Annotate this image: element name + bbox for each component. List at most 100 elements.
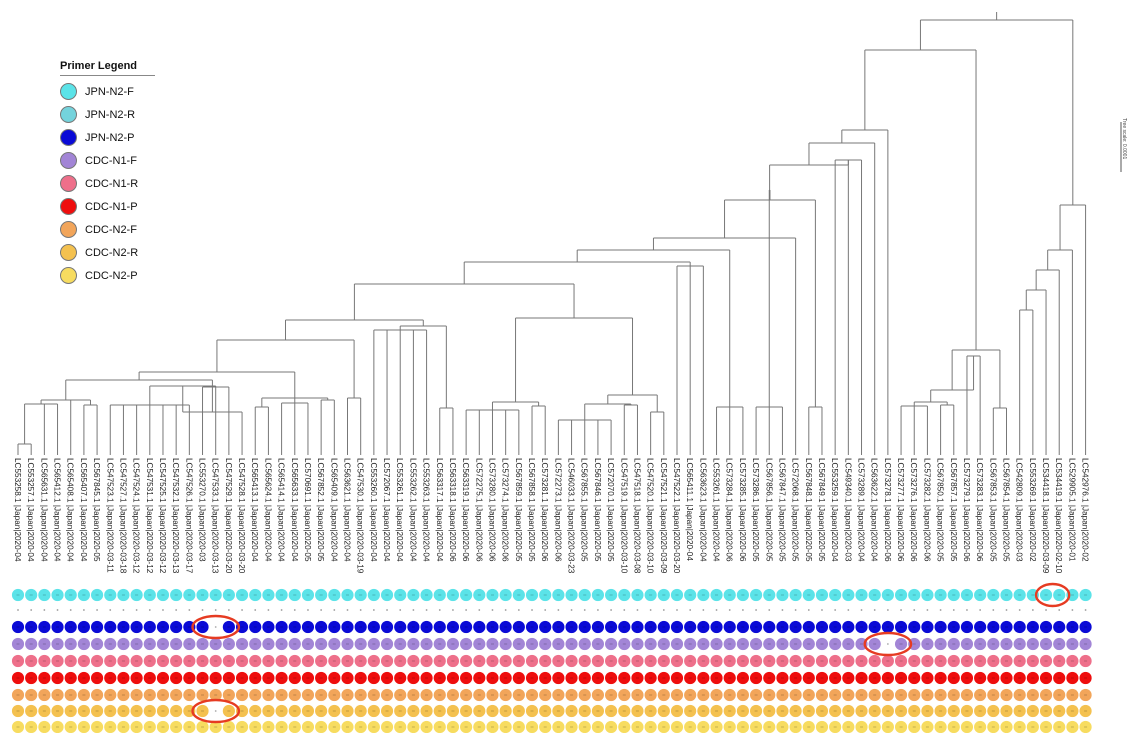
- primer-dot: [433, 671, 447, 685]
- primer-dot: [301, 671, 315, 685]
- primer-dot: [459, 671, 473, 685]
- primer-dot: [143, 620, 157, 634]
- primer-dot: [116, 620, 131, 634]
- leaf-label: LC563622.1 |Japan|2020-04: [870, 458, 879, 562]
- primer-dot: [11, 588, 25, 602]
- primer-dot: [564, 671, 579, 685]
- legend-item: CDC-N2-F: [60, 218, 155, 241]
- primer-dot: [11, 671, 25, 685]
- primer-dot: [1065, 654, 1080, 668]
- primer-dot: [709, 620, 724, 634]
- primer-dot: [551, 704, 566, 718]
- primer-dot: [419, 671, 434, 685]
- legend-swatch: [60, 152, 77, 169]
- leaf-label: LC547528.1 |Japan|2020-03-20: [237, 458, 246, 574]
- primer-dot: [129, 671, 144, 685]
- primer-dot: [143, 671, 157, 685]
- primer-dot: [288, 654, 302, 668]
- primer-dot: [182, 671, 197, 685]
- primer-dot: [867, 688, 882, 702]
- primer-dot: [498, 588, 513, 602]
- primer-dot: [749, 671, 763, 685]
- primer-dot: [24, 588, 38, 602]
- leaf-label: LC573282.1 |Japan|2020-06: [922, 458, 931, 562]
- primer-dot: [195, 620, 210, 634]
- primer-dot: [77, 654, 91, 668]
- primer-dot: [1012, 704, 1027, 718]
- primer-dot: [670, 688, 684, 702]
- leaf-label: LC565411.1 |Japan|2020-04: [685, 458, 694, 561]
- primer-dot: [116, 688, 131, 702]
- primer-dot: [64, 704, 78, 718]
- primer-gap-dot: [69, 609, 72, 611]
- primer-dot: [182, 588, 197, 602]
- legend-item: CDC-N1-F: [60, 149, 155, 172]
- primer-dot: [1012, 671, 1027, 685]
- primer-dot: [103, 654, 117, 668]
- primer-dot: [933, 654, 948, 668]
- primer-dot: [498, 671, 513, 685]
- leaf-label: LC573276.1 |Japan|2020-06: [909, 458, 918, 562]
- primer-dot: [960, 671, 974, 685]
- primer-dot: [353, 637, 368, 651]
- primer-dot: [327, 654, 342, 668]
- primer-dot: [288, 620, 302, 634]
- leaf-label: LC572067.1 |Japan|2020-04: [382, 458, 391, 562]
- primer-dot: [591, 704, 605, 718]
- primer-dot: [485, 704, 500, 718]
- legend-label: CDC-N1-F: [85, 154, 137, 167]
- leaf-label: LC567859.1 |Japan|2020-05: [514, 458, 523, 562]
- legend-label: CDC-N1-P: [85, 200, 138, 213]
- primer-dot: [828, 637, 842, 651]
- primer-dot: [1078, 688, 1093, 702]
- primer-dot: [393, 671, 407, 685]
- primer-dot: [960, 588, 974, 602]
- primer-dot: [485, 588, 500, 602]
- primer-dot: [248, 637, 262, 651]
- primer-dot: [406, 588, 421, 602]
- primer-gap-dot: [254, 609, 257, 611]
- primer-dot: [617, 671, 631, 685]
- primer-dot: [670, 654, 684, 668]
- leaf-label: LC572070.1 |Japan|2020-05: [606, 458, 615, 562]
- leaf-label: LC547522.1 |Japan|2020-03-20: [672, 458, 681, 574]
- primer-dot: [749, 688, 763, 702]
- primer-dot: [762, 588, 776, 602]
- primer-dot: [419, 688, 434, 702]
- primer-dot: [433, 620, 447, 634]
- primer-dot: [129, 654, 144, 668]
- primer-dot: [947, 620, 961, 634]
- primer-dot: [604, 654, 618, 668]
- primer-dot: [77, 588, 91, 602]
- primer-dot: [353, 588, 368, 602]
- primer-dot: [353, 620, 368, 634]
- primer-dot: [802, 654, 816, 668]
- primer-gap-dot: [267, 609, 270, 611]
- primer-dot: [920, 637, 935, 651]
- primer-gap-dot: [531, 609, 533, 611]
- primer-dot: [881, 588, 895, 602]
- leaf-label: LC553258.1 |Japan|2020-04: [13, 458, 22, 562]
- primer-dot: [564, 654, 579, 668]
- primer-dot: [920, 671, 935, 685]
- leaf-label: LC573278.1 |Japan|2020-06: [883, 458, 892, 562]
- leaf-label: LC553261.1 |Japan|2020-04: [712, 458, 721, 562]
- primer-gap-dot: [610, 609, 612, 611]
- primer-dot: [169, 671, 183, 685]
- primer-gap-dot: [636, 609, 639, 611]
- primer-dot: [446, 637, 460, 651]
- primer-dot: [749, 637, 763, 651]
- primer-dot: [617, 637, 631, 651]
- primer-dot: [1052, 637, 1066, 651]
- primer-dot: [643, 620, 658, 634]
- primer-gap-dot: [900, 609, 902, 611]
- primer-dot: [353, 671, 368, 685]
- primer-dot: [24, 671, 38, 685]
- primer-dot: [907, 620, 921, 634]
- primer-dot: [340, 671, 355, 685]
- leaf-label: LC553257.1 |Japan|2020-04: [26, 458, 35, 562]
- primer-dot: [103, 620, 117, 634]
- leaf-label: LC547531.1 |Japan|2020-03-12: [145, 458, 154, 574]
- primer-dot: [340, 654, 355, 668]
- leaf-label: LC573277.1 |Japan|2020-06: [896, 458, 905, 562]
